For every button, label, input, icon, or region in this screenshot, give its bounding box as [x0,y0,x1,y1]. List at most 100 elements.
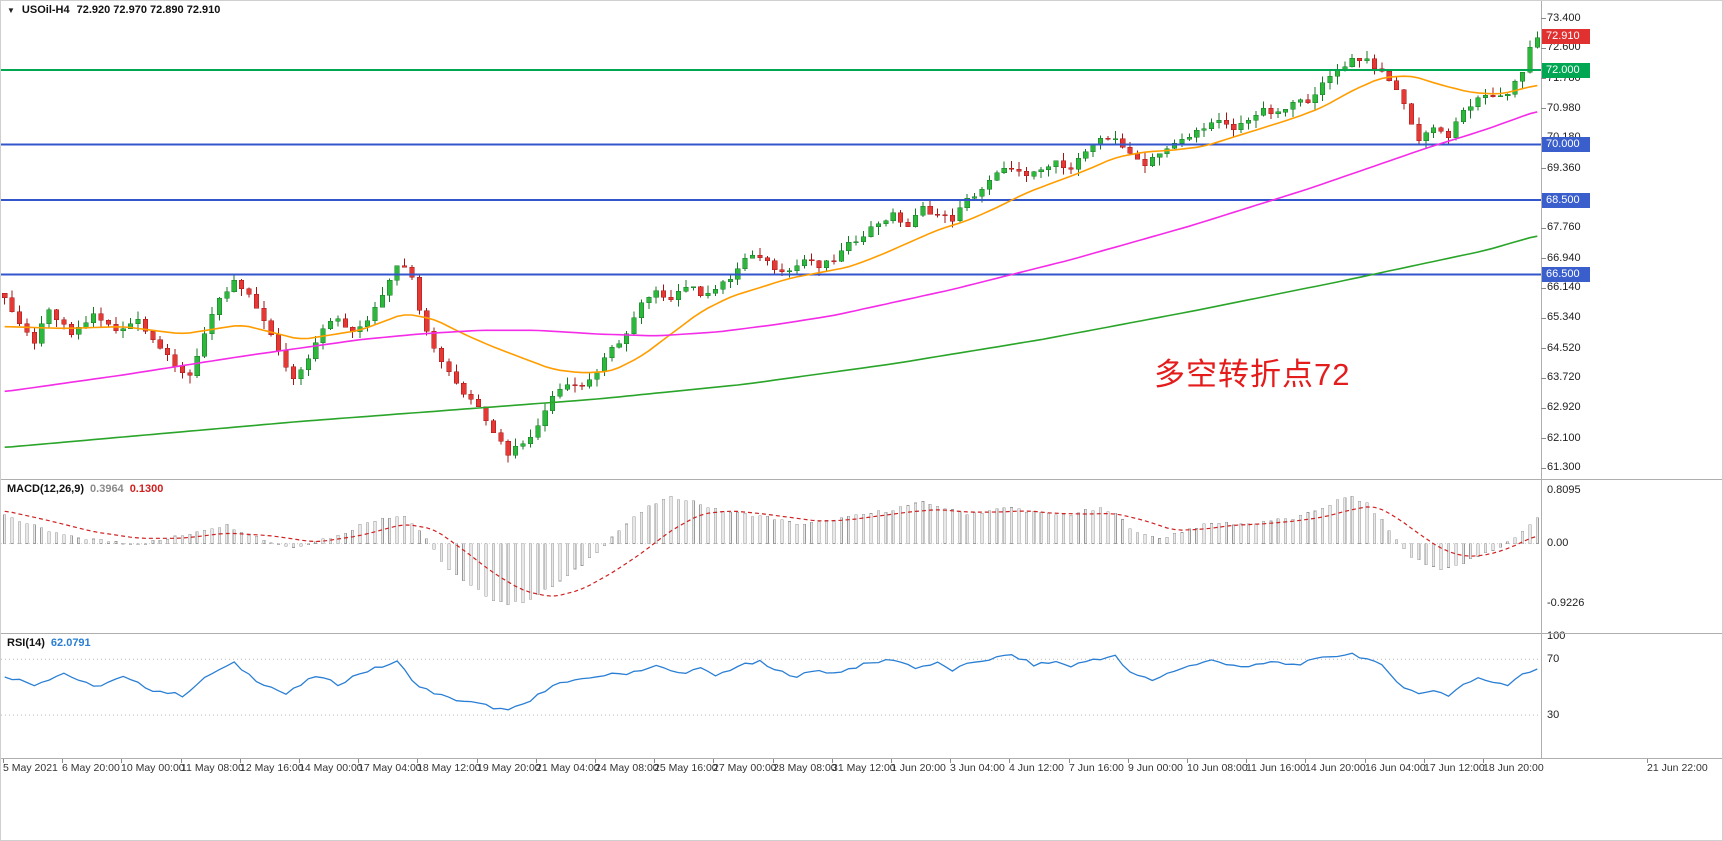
time-axis-tick [773,759,774,763]
time-tick-label: 17 May 04:00 [358,762,422,774]
time-tick-label: 21 May 04:00 [536,762,600,774]
time-axis-tick [891,759,892,763]
macd-axis-label: 0.00 [1547,537,1569,549]
price-axis-tick [1541,108,1546,109]
time-axis-tick [358,759,359,763]
price-axis-tick [1541,318,1546,319]
price-axis-tick [1541,438,1546,439]
rsi-value: 62.0791 [50,637,91,649]
symbol-dropdown-icon[interactable]: ▼ [7,5,15,15]
time-axis-tick [1424,759,1425,763]
time-axis-tick [1128,759,1129,763]
time-axis-tick [1009,759,1010,763]
time-tick-label: 21 Jun 22:00 [1647,762,1708,774]
price-axis-tick [1541,348,1546,349]
macd-axis-label: -0.9226 [1547,597,1585,609]
time-axis-tick [3,759,4,763]
current-price-box: 72.910 [1542,29,1590,44]
time-tick-label: 7 Jun 16:00 [1069,762,1124,774]
time-axis-tick [1069,759,1070,763]
macd-name: MACD(12,26,9) [7,483,85,495]
time-axis-tick [240,759,241,763]
symbol-timeframe-label: USOil-H4 [21,4,70,16]
time-tick-label: 10 Jun 08:00 [1187,762,1248,774]
level-price-box: 70.000 [1542,137,1590,152]
time-axis-tick [654,759,655,763]
time-tick-label: 5 May 2021 [3,762,58,774]
time-tick-label: 31 May 12:00 [832,762,896,774]
price-tick-label: 64.520 [1547,342,1581,354]
price-axis-tick [1541,168,1546,169]
rsi-indicator-chart[interactable] [1,634,1541,757]
level-price-box: 66.500 [1542,267,1590,282]
time-axis-tick [595,759,596,763]
main-price-chart[interactable] [1,1,1541,479]
time-axis-tick [299,759,300,763]
time-tick-label: 9 Jun 00:00 [1128,762,1183,774]
time-axis-tick [62,759,63,763]
time-axis-tick [477,759,478,763]
price-axis-tick [1541,378,1546,379]
price-tick-label: 65.340 [1547,311,1581,323]
time-tick-label: 6 May 20:00 [62,762,120,774]
macd-axis-label: 0.8095 [1547,484,1581,496]
price-tick-label: 69.360 [1547,162,1581,174]
time-tick-label: 28 May 08:00 [773,762,837,774]
time-tick-label: 12 May 16:00 [240,762,304,774]
time-tick-label: 17 Jun 12:00 [1424,762,1485,774]
price-axis-tick [1541,408,1546,409]
time-tick-label: 14 May 00:00 [299,762,363,774]
time-axis-tick [121,759,122,763]
time-tick-label: 25 May 16:00 [654,762,718,774]
time-axis-tick [1305,759,1306,763]
price-axis-tick [1541,228,1546,229]
time-tick-label: 11 May 08:00 [181,762,244,774]
macd-histogram-value: 0.3964 [90,483,124,495]
time-axis-tick [417,759,418,763]
rsi-axis-label: 30 [1547,709,1560,721]
time-axis-tick [713,759,714,763]
price-tick-label: 61.300 [1547,461,1581,473]
macd-indicator-chart[interactable] [1,480,1541,632]
price-tick-label: 67.760 [1547,221,1581,233]
time-axis-tick [1647,759,1648,763]
macd-signal-value: 0.1300 [129,483,164,495]
rsi-axis-label: 70 [1547,653,1560,665]
time-axis-tick [1246,759,1247,763]
price-axis-tick [1541,78,1546,79]
price-tick-label: 73.400 [1547,12,1581,24]
time-axis-tick [181,759,182,763]
price-axis-tick [1541,258,1546,259]
rsi-axis-label: 100 [1547,630,1566,642]
time-tick-label: 10 May 00:00 [121,762,185,774]
panel-separator[interactable] [1,633,1722,634]
chart-annotation-text[interactable]: 多空转折点72 [1154,357,1351,392]
price-tick-label: 70.980 [1547,102,1581,114]
price-tick-label: 66.140 [1547,281,1581,293]
time-axis-tick [536,759,537,763]
time-axis-tick [950,759,951,763]
chart-header: ▼ USOil-H4 72.920 72.970 72.890 72.910 [7,4,220,16]
time-tick-label: 11 Jun 16:00 [1246,762,1306,774]
time-axis-tick [1187,759,1188,763]
price-tick-label: 62.100 [1547,432,1581,444]
level-price-box: 68.500 [1542,193,1590,208]
price-tick-label: 63.720 [1547,371,1581,383]
time-tick-label: 4 Jun 12:00 [1009,762,1064,774]
macd-label: MACD(12,26,9) 0.3964 0.1300 [7,483,163,495]
time-tick-label: 27 May 00:00 [713,762,777,774]
panel-separator[interactable] [1,479,1722,480]
time-tick-label: 3 Jun 04:00 [950,762,1005,774]
time-tick-label: 16 Jun 04:00 [1365,762,1426,774]
time-tick-label: 1 Jun 20:00 [891,762,946,774]
time-tick-label: 24 May 08:00 [595,762,659,774]
ohlc-values: 72.920 72.970 72.890 72.910 [76,4,221,16]
time-tick-label: 18 Jun 20:00 [1483,762,1544,774]
rsi-name: RSI(14) [7,637,45,649]
price-axis-tick [1541,468,1546,469]
time-axis-tick [832,759,833,763]
time-axis-tick [1365,759,1366,763]
price-axis-tick [1541,48,1546,49]
rsi-label: RSI(14) 62.0791 [7,637,91,649]
